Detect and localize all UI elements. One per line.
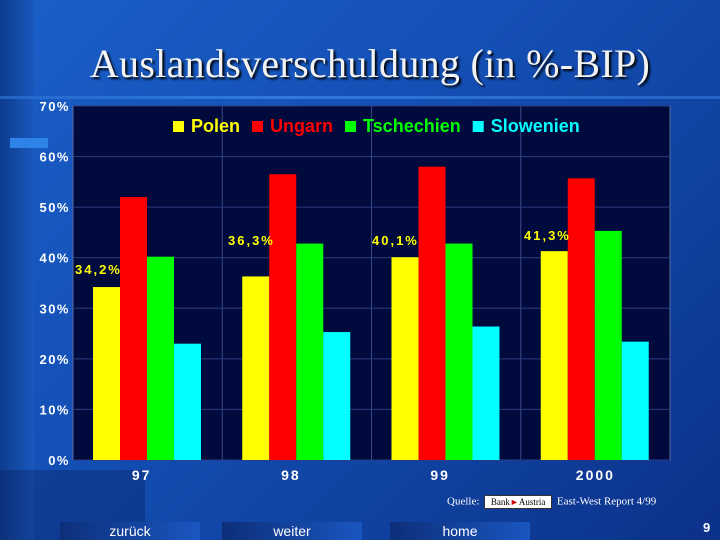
legend-label: Slowenien xyxy=(491,116,580,136)
data-label: 34,2% xyxy=(75,262,122,277)
bar xyxy=(418,166,446,460)
y-tick-label: 70% xyxy=(39,99,70,114)
legend-label: Polen xyxy=(191,116,240,136)
bar-chart: 0% 10% 20% 30% 40% 50% 60% 70% 97 98 99 2000 34,2% 36… xyxy=(39,99,671,483)
bar xyxy=(93,287,120,460)
bar xyxy=(621,341,649,460)
bar xyxy=(174,343,201,460)
y-tick-label: 40% xyxy=(39,251,70,266)
data-label: 40,1% xyxy=(372,233,419,248)
page-number: 9 xyxy=(703,520,711,535)
bar xyxy=(472,326,500,460)
legend-label: Tschechien xyxy=(363,116,461,136)
legend-swatch xyxy=(173,121,184,132)
bar xyxy=(147,256,174,460)
bar xyxy=(296,243,324,460)
legend-swatch xyxy=(472,121,484,132)
x-tick-label: 99 xyxy=(430,467,450,483)
y-tick-label: 20% xyxy=(39,352,70,367)
x-tick-label: 2000 xyxy=(576,467,615,483)
y-tick-label: 50% xyxy=(39,200,70,215)
x-tick-label: 97 xyxy=(132,467,152,483)
source-prefix: Quelle: xyxy=(447,495,480,508)
bar xyxy=(323,332,351,460)
source-note: Quelle: Bank►Austria East-West Report 4/… xyxy=(447,495,656,509)
legend-swatch xyxy=(345,121,357,132)
next-button[interactable]: weiter xyxy=(222,522,362,540)
back-button[interactable]: zurück xyxy=(60,522,200,540)
decorative-rule xyxy=(0,96,720,99)
logo-text-bank: Bank xyxy=(490,497,510,507)
y-tick-label: 0% xyxy=(48,453,70,468)
decorative-accent xyxy=(10,138,48,148)
bar xyxy=(242,276,270,460)
y-tick-label: 60% xyxy=(39,150,70,165)
bank-austria-logo: Bank►Austria xyxy=(484,495,553,509)
legend-label: Ungarn xyxy=(270,116,333,136)
y-tick-label: 30% xyxy=(39,301,70,316)
x-tick-label: 98 xyxy=(281,467,301,483)
bar xyxy=(120,197,147,460)
slide-title: Auslandsverschuldung (in %-BIP) xyxy=(89,41,651,86)
source-suffix: East-West Report 4/99 xyxy=(556,495,657,508)
bar xyxy=(594,230,622,460)
data-label: 36,3% xyxy=(228,233,275,248)
bar xyxy=(540,251,568,460)
bar xyxy=(567,178,595,460)
bar xyxy=(391,257,419,460)
bar xyxy=(445,243,473,460)
data-label: 41,3% xyxy=(524,228,571,243)
bar xyxy=(269,174,297,460)
home-button[interactable]: home xyxy=(390,522,530,540)
chart-container: 0% 10% 20% 30% 40% 50% 60% 70% 97 98 99 2000 34,2% 36… xyxy=(0,96,720,496)
decorative-band xyxy=(0,0,34,540)
legend-swatch xyxy=(252,121,264,132)
y-tick-label: 10% xyxy=(39,402,70,417)
logo-text-austria: Austria xyxy=(518,497,546,507)
